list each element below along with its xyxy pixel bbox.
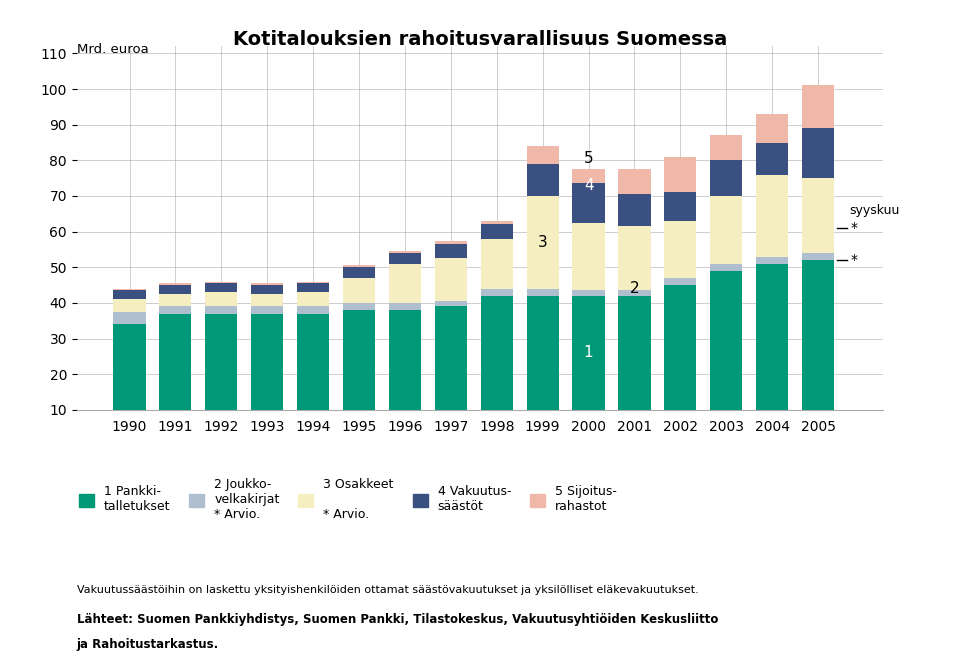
Bar [664,278,696,285]
Bar [802,253,834,260]
Bar [435,307,467,446]
Bar [664,157,696,192]
Bar [389,303,421,310]
Bar [756,256,788,264]
Bar [159,294,191,307]
Text: Vakuutussäästöihin on laskettu yksityishenkilöiden ottamat säästövakuutukset ja : Vakuutussäästöihin on laskettu yksityish… [77,585,699,595]
Text: Mrd. euroa: Mrd. euroa [77,43,149,56]
Bar [710,271,742,446]
Bar [113,325,146,446]
Text: 3: 3 [538,235,547,250]
Bar [435,301,467,307]
Bar [297,313,329,446]
Bar [572,169,605,184]
Bar [343,278,375,303]
Bar [527,295,559,446]
Bar [710,161,742,196]
Bar [710,136,742,161]
Bar [297,284,329,292]
Bar [527,196,559,289]
Bar [343,303,375,310]
Text: Kotitalouksien rahoitusvarallisuus Suomessa: Kotitalouksien rahoitusvarallisuus Suome… [233,30,727,49]
Text: 1: 1 [584,345,593,360]
Bar [113,289,146,290]
Text: *: * [851,253,857,267]
Bar [113,290,146,299]
Bar [618,194,651,226]
Bar [297,307,329,313]
Bar [389,310,421,446]
Bar [252,313,283,446]
Bar [572,184,605,223]
Bar [618,169,651,194]
Bar [618,295,651,446]
Bar [389,251,421,253]
Text: *: * [851,221,857,235]
Bar [618,290,651,295]
Bar [481,225,513,239]
Bar [802,260,834,446]
Text: ja Rahoitustarkastus.: ja Rahoitustarkastus. [77,638,219,651]
Bar [481,295,513,446]
Bar [802,85,834,128]
Bar [205,292,237,307]
Bar [435,244,467,258]
Bar [572,295,605,446]
Bar [527,164,559,196]
Bar [802,178,834,253]
Bar [252,285,283,294]
Bar [481,289,513,295]
Bar [113,312,146,325]
Bar [343,267,375,278]
Bar [389,264,421,303]
Bar [159,313,191,446]
Bar [252,284,283,285]
Bar [343,266,375,267]
Bar [710,196,742,264]
Bar [664,221,696,278]
Bar [481,221,513,225]
Bar [205,307,237,313]
Text: syyskuu: syyskuu [849,204,900,217]
Text: 5: 5 [584,151,593,166]
Bar [756,264,788,446]
Bar [159,285,191,294]
Bar [756,114,788,143]
Bar [159,284,191,285]
Legend: 1 Pankki-
talletukset, 2 Joukko-
velkakirjat
* Arvio., 3 Osakkeet

* Arvio., 4 V: 1 Pankki- talletukset, 2 Joukko- velkaki… [79,478,616,521]
Bar [205,282,237,284]
Text: 2: 2 [630,281,639,296]
Bar [297,282,329,284]
Bar [527,289,559,295]
Bar [664,192,696,221]
Bar [343,310,375,446]
Bar [618,226,651,290]
Bar [802,128,834,178]
Bar [756,175,788,256]
Bar [205,313,237,446]
Bar [664,285,696,446]
Bar [435,241,467,244]
Text: Lähteet: Suomen Pankkiyhdistys, Suomen Pankki, Tilastokeskus, Vakuutusyhtiöiden : Lähteet: Suomen Pankkiyhdistys, Suomen P… [77,613,718,627]
Bar [435,258,467,301]
Bar [297,292,329,307]
Bar [756,143,788,175]
Bar [389,253,421,264]
Bar [572,290,605,295]
Bar [113,299,146,312]
Bar [159,307,191,313]
Bar [527,146,559,164]
Text: 4: 4 [584,178,593,193]
Bar [252,294,283,307]
Bar [710,264,742,271]
Bar [481,239,513,289]
Bar [252,307,283,313]
Bar [572,223,605,290]
Bar [205,284,237,292]
